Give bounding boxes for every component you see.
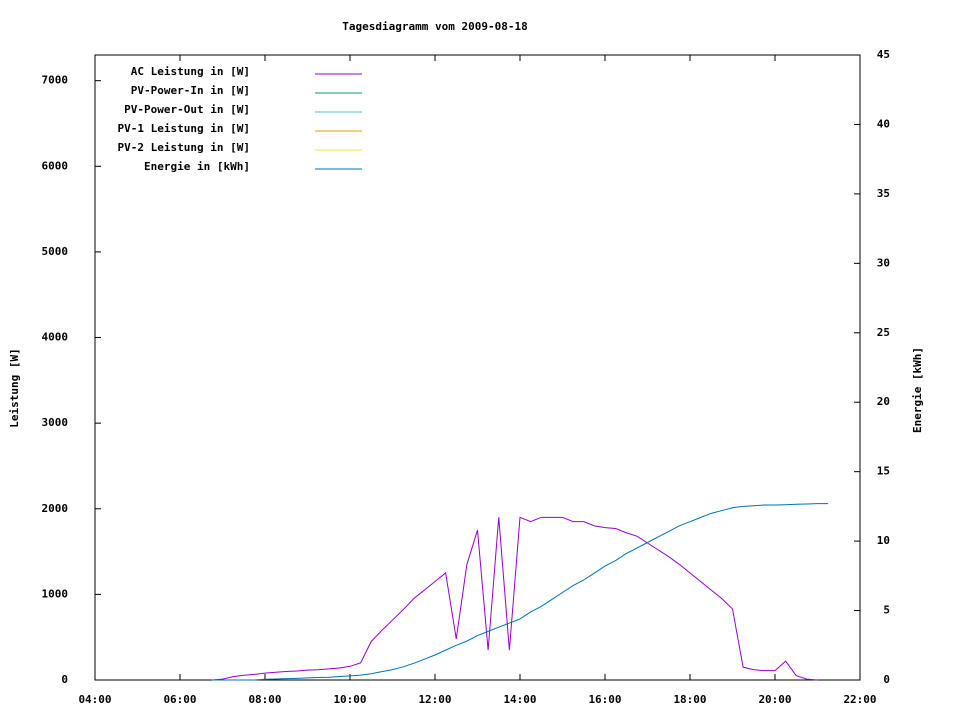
chart-title: Tagesdiagramm vom 2009-08-18 <box>342 20 527 33</box>
y2-tick-label: 40 <box>877 117 890 130</box>
series-line <box>211 503 829 681</box>
y2-tick-label: 15 <box>877 465 890 478</box>
x-tick-label: 14:00 <box>503 693 536 706</box>
x-tick-label: 16:00 <box>588 693 621 706</box>
y-tick-label: 6000 <box>42 159 69 172</box>
x-tick-label: 04:00 <box>78 693 111 706</box>
y-tick-label: 1000 <box>42 587 69 600</box>
x-tick-label: 18:00 <box>673 693 706 706</box>
x-tick-label: 20:00 <box>758 693 791 706</box>
legend-label: Energie in [kWh] <box>144 160 250 173</box>
series-line <box>211 516 818 681</box>
y2-tick-label: 30 <box>877 256 890 269</box>
y2-tick-label: 0 <box>883 673 890 686</box>
x-tick-label: 22:00 <box>843 693 876 706</box>
y2-tick-label: 5 <box>883 604 890 617</box>
x-tick-label: 08:00 <box>248 693 281 706</box>
y2-tick-label: 35 <box>877 187 890 200</box>
y2-tick-label: 10 <box>877 534 890 547</box>
x-tick-label: 12:00 <box>418 693 451 706</box>
x-tick-label: 10:00 <box>333 693 366 706</box>
y-tick-label: 5000 <box>42 245 69 258</box>
y2-tick-label: 25 <box>877 326 890 339</box>
y2-tick-label: 45 <box>877 48 890 61</box>
legend-label: PV-Power-In in [W] <box>131 84 250 97</box>
y-tick-label: 3000 <box>42 416 69 429</box>
y-axis-label: Leistung [W] <box>8 348 21 427</box>
y2-tick-label: 20 <box>877 395 890 408</box>
y-tick-label: 2000 <box>42 502 69 515</box>
y-tick-label: 4000 <box>42 331 69 344</box>
legend-label: AC Leistung in [W] <box>131 65 250 78</box>
legend-label: PV-2 Leistung in [W] <box>118 141 250 154</box>
y-tick-label: 0 <box>61 673 68 686</box>
legend-label: PV-Power-Out in [W] <box>124 103 250 116</box>
y-tick-label: 7000 <box>42 74 69 87</box>
y2-axis-label: Energie [kWh] <box>911 347 924 433</box>
x-tick-label: 06:00 <box>163 693 196 706</box>
legend-label: PV-1 Leistung in [W] <box>118 122 250 135</box>
plot-border <box>94 54 861 681</box>
